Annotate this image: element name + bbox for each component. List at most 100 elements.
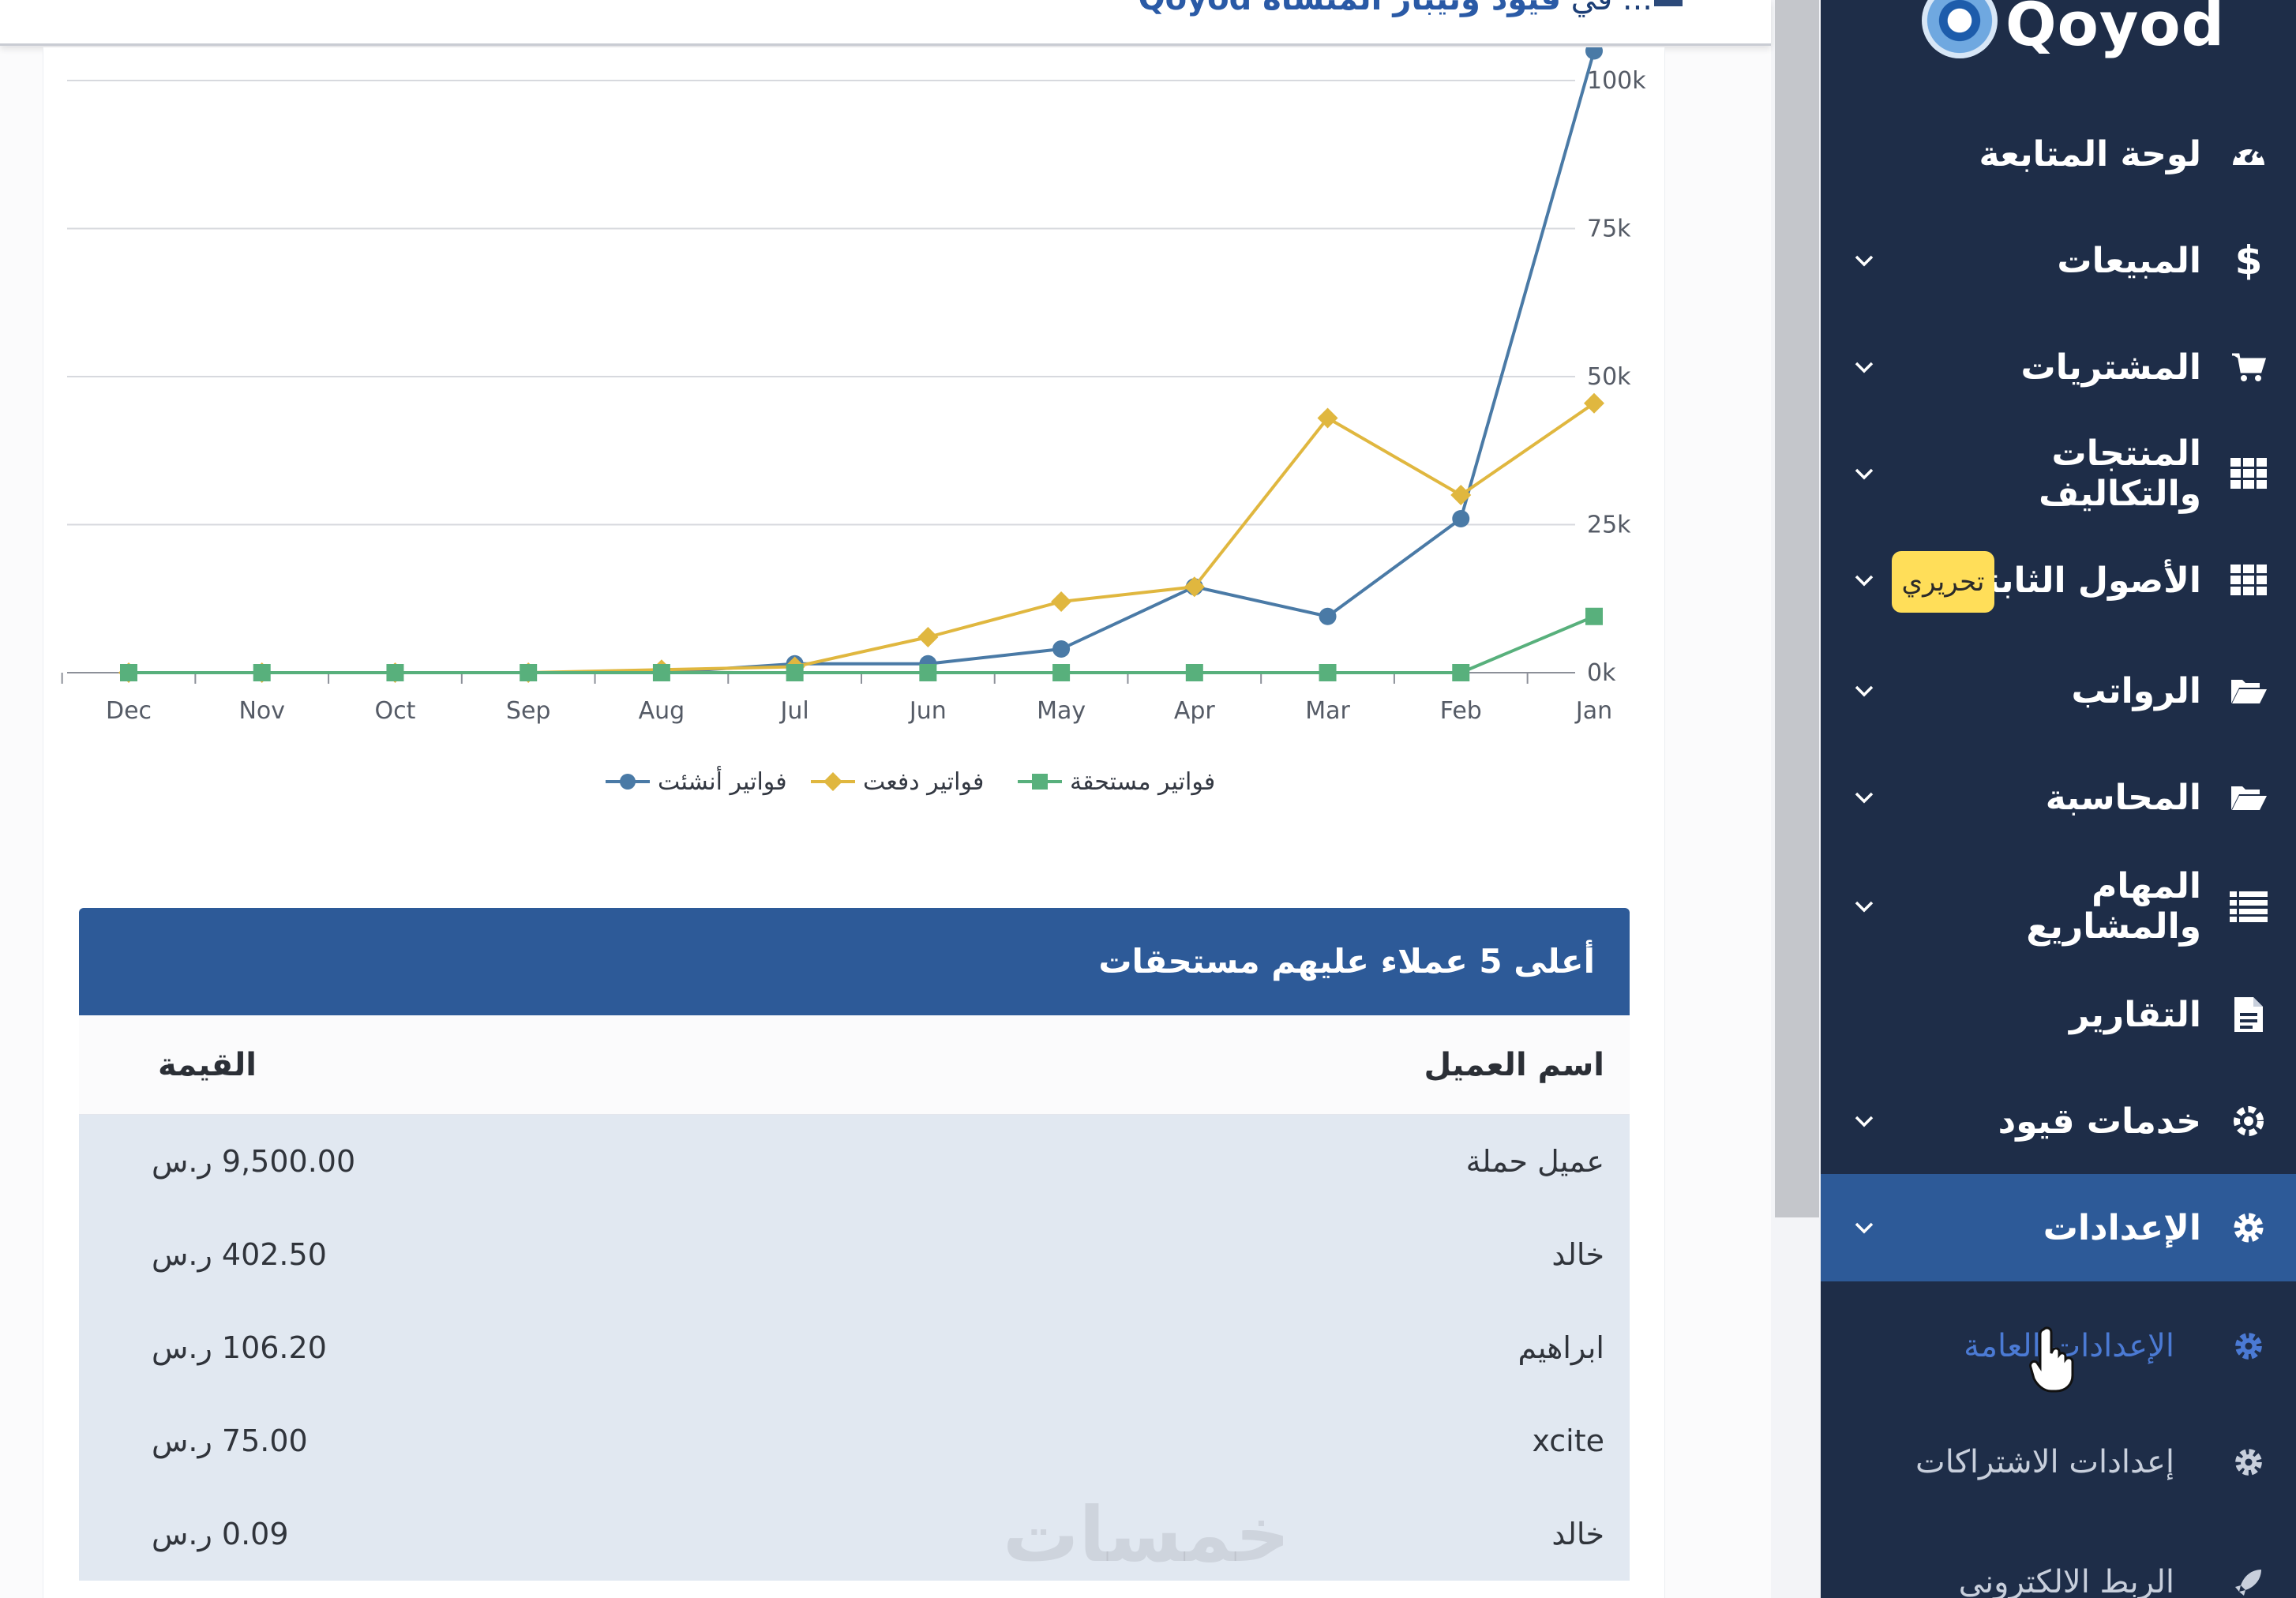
customer-value: 106.20 ر.س (152, 1330, 327, 1365)
sidebar-subitem-subscription-settings[interactable]: إعدادات الاشتراكات (1821, 1415, 2296, 1510)
sidebar-item-label: التقارير (2069, 994, 2201, 1035)
table-row[interactable]: خالد 402.50 ر.س (79, 1208, 1630, 1301)
top-customers-table: أعلى 5 عملاء عليهم مستحقات اسم العميل ال… (79, 908, 1630, 1581)
sidebar-item-purchases[interactable]: المشتريات (1821, 313, 2296, 421)
dollar-icon: $ (2234, 238, 2263, 283)
list-icon (2201, 891, 2296, 922)
chevron-down-icon[interactable] (1821, 1221, 1908, 1234)
sidebar-item-payroll[interactable]: الرواتب (1821, 637, 2296, 745)
sidebar-item-label: الأصول الثابتة (1965, 560, 2201, 601)
data-point (1185, 664, 1203, 681)
sidebar-subitem-label: الإعدادات العامة (1964, 1328, 2174, 1364)
sidebar-item-qoyod-services[interactable]: خدمات قيود (1821, 1067, 2296, 1175)
rocket-icon (2201, 1566, 2296, 1598)
data-point (1052, 640, 1071, 658)
x-tick-label: Mar (1305, 697, 1350, 725)
folder-open-icon (2201, 782, 2296, 813)
edit-badge[interactable]: تحريري (1892, 551, 1994, 613)
table-column-header: اسم العميل القيمة (79, 1015, 1630, 1115)
data-point (386, 664, 404, 681)
x-tick-label: Sep (506, 697, 551, 725)
table-row[interactable]: ابراهيم 106.20 ر.س (79, 1301, 1630, 1394)
data-point (786, 664, 804, 681)
data-point (652, 664, 670, 681)
customer-name: خالد (1551, 1517, 1604, 1551)
sidebar-item-label: المشتريات (2020, 347, 2201, 388)
customer-name: عميل حملة (1465, 1144, 1604, 1179)
gear-icon (2201, 1210, 2296, 1245)
sidebar: Qoyod لوحة المتابعة $ المبيعات المشتريات… (1821, 0, 2296, 1598)
data-point (520, 664, 538, 681)
x-tick-label: Feb (1440, 697, 1482, 725)
table-rows: عميل حملة 9,500.00 ر.س خالد 402.50 ر.س ا… (79, 1115, 1630, 1581)
sidebar-item-reports[interactable]: التقارير (1821, 961, 2296, 1068)
table-row[interactable]: xcite 75.00 ر.س (79, 1394, 1630, 1487)
banner-link[interactable]: قيود وتيبار المنشأة Qoyod (1139, 0, 1561, 17)
logo-text: Qoyod (2005, 0, 2225, 59)
table-title: أعلى 5 عملاء عليهم مستحقات (79, 908, 1630, 1015)
legend-marker (620, 774, 636, 790)
data-point (1052, 664, 1071, 681)
gear-icon (2201, 1446, 2296, 1478)
sidebar-item-accounting[interactable]: المحاسبة (1821, 744, 2296, 851)
sidebar-subitem-label: إعدادات الاشتراكات (1915, 1444, 2174, 1480)
x-tick-label: Jul (779, 697, 809, 725)
series-line (129, 50, 1596, 674)
top-banner: ... في قيود وتيبار المنشأة Qoyod (0, 0, 1771, 46)
logo-mark-icon (1922, 0, 1998, 58)
data-point (1051, 591, 1072, 612)
table-row[interactable]: عميل حملة 9,500.00 ر.س (79, 1115, 1630, 1208)
sidebar-item-products-costs[interactable]: المنتجات والتكاليف (1821, 420, 2296, 527)
sidebar-item-sales[interactable]: $ المبيعات (1821, 207, 2296, 314)
data-point (1319, 607, 1337, 625)
gear-icon (2201, 1330, 2296, 1362)
watermark: خمسات (1003, 1491, 1290, 1579)
legend-label: فواتير مستحقة (1070, 768, 1215, 796)
series-line (129, 614, 1595, 674)
data-point (1317, 407, 1338, 429)
chevron-down-icon[interactable] (1821, 361, 1908, 373)
hand-cursor-icon (2029, 1326, 2077, 1397)
column-customer-name: اسم العميل (1424, 1046, 1605, 1083)
customer-value: 402.50 ر.س (152, 1237, 327, 1272)
logo[interactable]: Qoyod (1846, 0, 2224, 77)
grid-icon (2201, 458, 2296, 490)
chevron-down-icon[interactable] (1821, 254, 1908, 267)
cart-icon (2201, 351, 2296, 383)
scroll-gutter (1775, 0, 1819, 1217)
sidebar-subitem-e-integration[interactable]: الربط الالكتروني (1821, 1535, 2296, 1598)
legend-label: فواتير أنشئت (658, 765, 787, 796)
x-tick-label: Oct (375, 697, 416, 725)
column-value: القيمة (158, 1046, 257, 1083)
x-tick-label: Dec (106, 697, 152, 725)
sidebar-item-settings[interactable]: الإعدادات (1821, 1174, 2296, 1281)
chevron-down-icon[interactable] (1821, 574, 1908, 587)
sidebar-item-label: الإعدادات (2043, 1207, 2201, 1248)
chevron-down-icon[interactable] (1821, 1115, 1908, 1127)
legend-marker (823, 772, 842, 791)
chevron-down-icon[interactable] (1821, 900, 1908, 913)
document-icon (2201, 997, 2296, 1032)
data-point (120, 664, 137, 681)
sidebar-item-tasks-projects[interactable]: المهام والمشاريع (1821, 853, 2296, 960)
sidebar-item-fixed-assets[interactable]: الأصول الثابتة (1821, 527, 2296, 634)
series-line (129, 402, 1596, 674)
invoices-line-chart: 0k 25k 50k 75k 100k Dec Nov Oct Sep Aug Jul Jun May A… (61, 47, 1646, 796)
customer-value: 75.00 ر.س (152, 1424, 308, 1458)
sidebar-item-label: المهام والمشاريع (2026, 866, 2201, 947)
customer-name: خالد (1551, 1237, 1604, 1272)
chevron-down-icon[interactable] (1821, 467, 1908, 480)
chevron-down-icon[interactable] (1821, 791, 1908, 804)
sidebar-item-label: الرواتب (2071, 670, 2201, 711)
data-point (1450, 485, 1472, 505)
banner-text: ... في قيود وتيبار المنشأة Qoyod (1139, 0, 1653, 17)
main-content: ... في قيود وتيبار المنشأة Qoyod 0k 25k 50… (0, 0, 1771, 1598)
sidebar-item-dashboard[interactable]: لوحة المتابعة (1821, 100, 2296, 208)
x-tick-label: Nov (238, 697, 285, 725)
y-tick-label: 25k (1587, 512, 1631, 539)
customer-name: ابراهيم (1518, 1330, 1604, 1365)
sidebar-item-label: خدمات قيود (1998, 1101, 2201, 1142)
chevron-down-icon[interactable] (1821, 685, 1908, 697)
sidebar-item-label: المحاسبة (2045, 777, 2201, 818)
table-row[interactable]: خالد 0.09 ر.س (79, 1487, 1630, 1581)
